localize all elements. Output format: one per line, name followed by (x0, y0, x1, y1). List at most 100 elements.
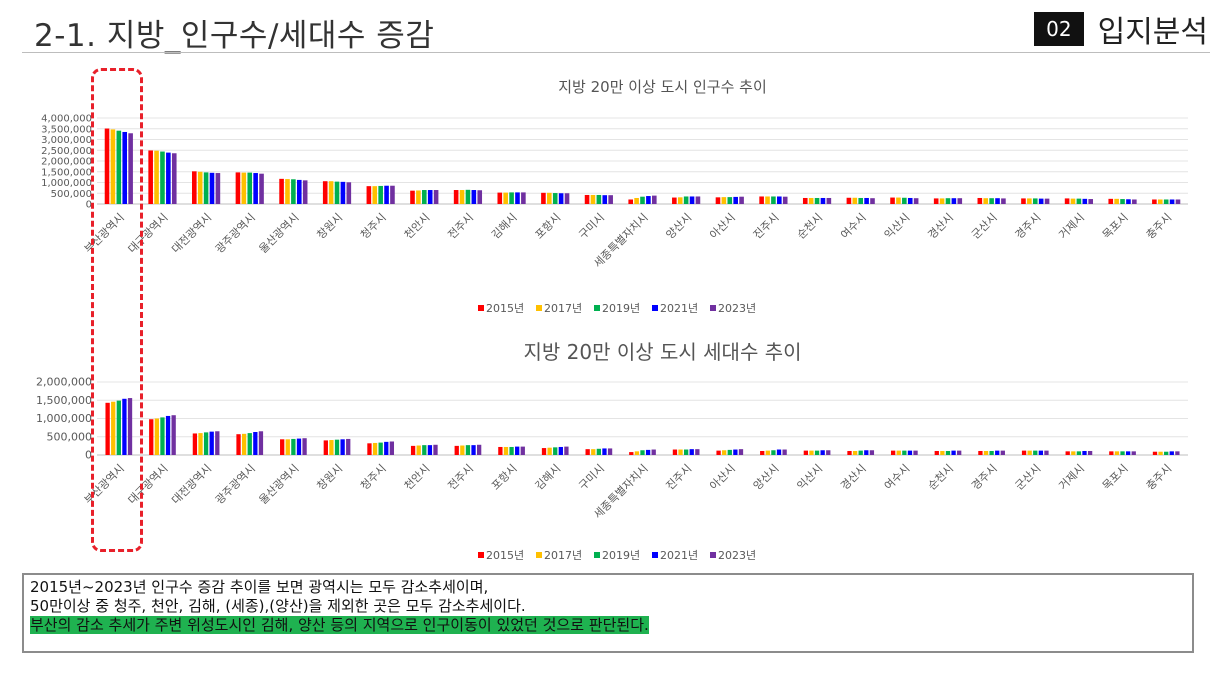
category-label: 대전광역시 (169, 462, 214, 507)
bar (896, 450, 901, 455)
summary-line-3: 부산의 감소 추세가 주변 위성도시인 김해, 양산 등의 지역으로 인구이동이… (30, 616, 1186, 635)
bar (471, 190, 477, 204)
bar (727, 197, 733, 204)
category-label: 여수시 (838, 211, 869, 242)
bar (247, 172, 253, 204)
y-tick-label: 1,000,000 (36, 412, 92, 425)
legend-label: 2021년 (660, 549, 698, 562)
bar (826, 450, 831, 455)
bar (1157, 199, 1163, 204)
bar (1114, 198, 1119, 204)
bar (683, 196, 689, 204)
bar (253, 173, 258, 204)
bar (149, 419, 154, 455)
bar (978, 450, 983, 455)
category-label: 경주시 (1013, 211, 1044, 242)
legend-label: 2023년 (718, 549, 756, 562)
bar (476, 444, 482, 455)
bar (715, 197, 721, 204)
category-label: 군산시 (969, 211, 1000, 242)
bar (329, 440, 334, 455)
bar (1027, 198, 1032, 204)
bar (497, 192, 503, 204)
bar (477, 190, 483, 204)
bar (652, 195, 657, 204)
bar (1175, 199, 1181, 204)
y-tick-label: 0 (86, 200, 92, 211)
bar (1108, 198, 1114, 204)
bar (1038, 450, 1044, 455)
bar (683, 449, 689, 455)
bar (634, 451, 640, 455)
category-label: 청주시 (358, 211, 389, 242)
bar (280, 439, 285, 455)
category-label: 전주시 (445, 462, 476, 493)
bar (765, 450, 770, 455)
bar (1152, 199, 1157, 204)
bar (564, 446, 569, 455)
bar (759, 196, 764, 204)
bar (427, 445, 433, 455)
page-title: 2-1. 지방_인구수/세대수 증감 (34, 18, 435, 54)
category-label: 대전광역시 (169, 211, 214, 256)
bar (296, 179, 302, 204)
bar (209, 431, 214, 455)
y-tick-label: 2,000,000 (36, 376, 92, 389)
bar (809, 450, 814, 455)
y-tick-label: 1,000,000 (41, 178, 92, 189)
legend-label: 2017년 (544, 302, 582, 315)
category-label: 김해시 (488, 210, 519, 241)
bar (471, 445, 476, 455)
category-label: 천안시 (401, 461, 432, 492)
legend-label: 2023년 (718, 302, 756, 315)
bar (166, 152, 171, 204)
bar (902, 450, 907, 455)
bar (933, 198, 939, 204)
bar (1169, 199, 1175, 204)
legend-label: 2015년 (486, 302, 524, 315)
bar (1164, 451, 1169, 455)
bar (1070, 198, 1076, 204)
bar (890, 197, 895, 204)
bar (689, 449, 694, 455)
category-label: 충주시 (1144, 211, 1175, 242)
bar (890, 450, 896, 455)
category-label: 순천시 (794, 210, 825, 241)
bar (584, 194, 590, 204)
bar (820, 450, 825, 455)
category-label: 울산광역시 (257, 211, 302, 256)
bar (203, 432, 209, 455)
bar (677, 197, 683, 204)
bar (1076, 451, 1082, 455)
bar (433, 190, 439, 204)
bar (154, 418, 160, 455)
bar (110, 129, 116, 204)
category-label: 양산시 (664, 211, 695, 242)
bar (1000, 450, 1005, 455)
legend-swatch (710, 552, 716, 558)
bar (521, 192, 526, 204)
bar (416, 190, 421, 204)
y-tick-label: 0 (85, 449, 92, 462)
bar (198, 433, 203, 455)
bar (1120, 199, 1125, 204)
bar (771, 450, 776, 455)
bar (390, 185, 395, 204)
bar (372, 186, 378, 204)
bar (372, 442, 378, 455)
bar (907, 197, 913, 204)
bar (1175, 451, 1180, 455)
bar (634, 197, 639, 204)
bar (826, 197, 832, 204)
bar (782, 449, 787, 455)
category-label: 구미시 (576, 211, 607, 242)
legend-swatch (652, 305, 658, 311)
bar (1044, 450, 1049, 455)
bar (1120, 451, 1125, 455)
bar (607, 448, 613, 455)
bar (814, 450, 820, 455)
bar (1132, 199, 1137, 204)
y-tick-label: 3,000,000 (41, 135, 92, 146)
bar (171, 415, 176, 455)
household-chart-svg: 지방 20만 이상 도시 세대수 추이 2,000,000 1,500,000 1,0… (36, 340, 1188, 562)
